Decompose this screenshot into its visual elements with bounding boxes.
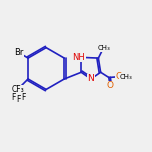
Text: CH₃: CH₃ xyxy=(98,45,111,51)
Text: CH₃: CH₃ xyxy=(120,74,132,80)
Text: NH: NH xyxy=(73,53,85,62)
Text: F: F xyxy=(21,93,26,102)
Text: O: O xyxy=(115,72,122,81)
Text: F: F xyxy=(16,95,21,104)
Text: N: N xyxy=(88,74,94,83)
Text: CF₃: CF₃ xyxy=(11,85,24,94)
Text: O: O xyxy=(107,81,114,90)
Text: F: F xyxy=(11,93,15,102)
Text: Br: Br xyxy=(14,48,24,57)
